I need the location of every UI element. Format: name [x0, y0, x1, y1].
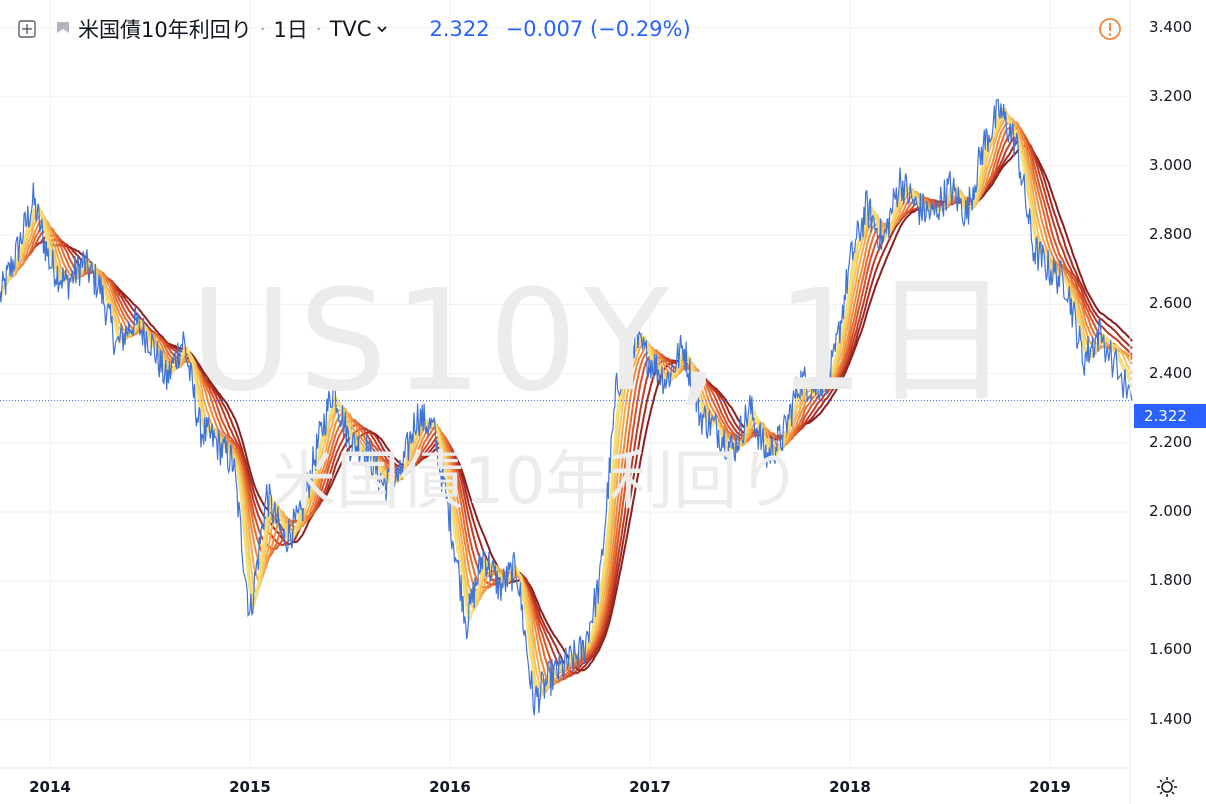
y-tick-label: 3.400: [1149, 17, 1192, 36]
alert-icon[interactable]: [1098, 17, 1122, 41]
y-tick-label: 3.200: [1149, 86, 1192, 105]
y-tick-label: 3.000: [1149, 156, 1192, 175]
add-panel-icon[interactable]: [18, 20, 36, 38]
x-tick-label: 2018: [829, 778, 871, 796]
y-tick-label: 2.200: [1149, 432, 1192, 451]
y-tick-label: 1.400: [1149, 709, 1192, 728]
last-price-label: 2.322: [1134, 404, 1206, 428]
symbol-title[interactable]: 米国債10年利回り: [78, 18, 252, 42]
watermark-symbol: US10Y, 1日: [190, 260, 1018, 423]
y-tick-label: 2.000: [1149, 502, 1192, 520]
y-tick-label: 2.600: [1149, 294, 1192, 313]
separator-dot: ·: [315, 18, 322, 40]
separator-dot: ·: [259, 18, 266, 40]
flag-icon[interactable]: [56, 21, 70, 37]
y-tick-label: 1.600: [1149, 640, 1192, 659]
settings-icon[interactable]: [1156, 776, 1178, 798]
chevron-down-icon[interactable]: [375, 22, 389, 36]
y-tick-label: 2.800: [1149, 225, 1192, 244]
watermark-title: 米国債10年利回り: [272, 445, 802, 519]
x-tick-label: 2014: [29, 778, 71, 796]
chart-grid: [0, 0, 1130, 768]
price-line: [0, 98, 1133, 716]
source-label[interactable]: TVC: [329, 17, 372, 41]
price-change: −0.007 (−0.29%): [505, 17, 691, 41]
y-tick-label: 2.400: [1149, 363, 1192, 382]
x-tick-label: 2016: [429, 778, 471, 796]
y-tick-label: 1.800: [1149, 571, 1192, 590]
price-line-group: [0, 98, 1133, 716]
x-tick-label: 2019: [1029, 778, 1071, 796]
x-tick-label: 2017: [629, 778, 671, 796]
legend-header: 米国債10年利回り · 1日 · TVC 2.322 −0.007 (−0.29…: [0, 0, 1130, 58]
interval-label[interactable]: 1日: [273, 18, 308, 42]
x-tick-label: 2015: [229, 778, 271, 796]
last-price: 2.322: [429, 17, 490, 41]
